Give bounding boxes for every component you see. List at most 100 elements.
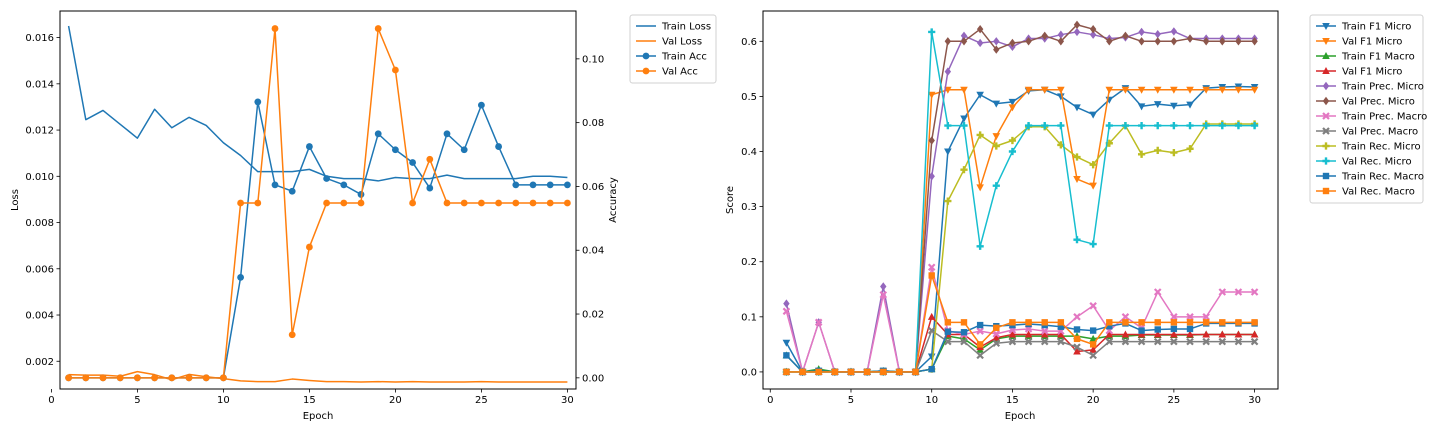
data-point-11 [1170,319,1178,326]
series-line-9 [786,31,1255,373]
y2-tick-label: 0.06 [582,182,604,193]
y-tick-label: 0.014 [25,79,54,90]
data-point-11 [1041,319,1048,326]
data-point-6 [1186,313,1194,321]
y2-tick-label: 0.10 [582,54,604,65]
data-point-11 [1154,319,1161,326]
data-point-11 [1219,319,1226,326]
data-point-11 [880,368,887,376]
data-point-1 [1008,104,1017,112]
data-point-8 [976,131,984,139]
data-point-3 [65,374,72,382]
data-point-2 [306,143,313,150]
x-tick-label: 10 [217,395,230,406]
y2-tick-label: 0.08 [582,118,604,129]
data-point-7 [1024,337,1033,346]
data-point-3 [1250,330,1259,338]
x-tick-label: 0 [767,395,773,406]
legend-marker [1322,23,1330,30]
data-point-2 [512,181,520,189]
data-point-5 [1219,37,1226,46]
legend-marker [1322,52,1330,59]
data-point-3 [1170,330,1178,338]
legend-label: Train F1 Micro [1341,22,1411,33]
data-point-6 [992,330,1001,338]
data-point-5 [1251,37,1258,46]
y-tick-label: 0.0 [741,367,757,378]
legend-marker [642,67,650,75]
data-point-3 [374,25,382,32]
data-point-4 [976,38,984,48]
data-point-3 [1234,330,1243,338]
data-point-11 [928,272,935,279]
data-point-11 [1122,319,1129,326]
data-point-2 [1089,334,1097,342]
data-point-8 [1008,136,1017,145]
legend-label: Val Rec. Macro [1342,187,1415,198]
data-point-2 [529,181,537,189]
series-line-6 [785,266,1255,373]
data-point-5 [1202,37,1210,46]
chart-right: 0 5 10 15 20 25 300.00.10.20.30.40.50.6 Epoch … [725,10,1427,422]
data-point-2 [392,146,399,154]
data-point-3 [306,243,313,251]
data-point-2 [443,130,451,138]
data-point-2 [374,130,382,138]
data-point-3 [99,374,107,382]
data-point-4 [993,37,1000,46]
legend-label: Train Acc [661,52,707,63]
data-point-9 [1105,122,1113,130]
data-point-5 [1025,37,1032,46]
data-point-11 [815,368,822,376]
data-point-11 [976,341,984,348]
y2-tick-label: 0.04 [582,246,604,257]
data-point-2 [340,181,348,189]
x-tick-label: 30 [561,395,574,406]
data-point-5 [1041,31,1048,40]
data-point-2 [495,143,502,150]
data-point-4 [944,67,952,76]
data-point-3 [357,199,365,207]
data-point-11 [847,368,855,376]
legend-label: Val Acc [662,67,698,78]
data-point-5 [928,136,935,145]
y-tick-label: 0.012 [25,126,54,137]
data-point-3 [185,374,193,382]
chart-left-xlabel: Epoch [303,411,334,422]
legend-label: Train Prec. Micro [1341,82,1424,93]
legend-marker [1322,67,1330,74]
data-point-10 [1154,326,1161,333]
data-point-3 [409,199,416,207]
data-point-3 [1073,347,1081,355]
data-point-10 [1106,322,1113,330]
data-point-9 [1121,122,1130,130]
data-point-9 [1137,122,1146,130]
data-point-9 [928,28,936,36]
data-point-7 [1218,337,1227,346]
data-point-0 [1089,111,1097,119]
x-tick-label: 30 [1248,395,1261,406]
data-point-0 [1073,104,1081,112]
y-tick-label: 0.004 [25,311,54,322]
x-tick-label: 15 [1006,395,1019,406]
data-point-1 [1040,86,1049,94]
data-point-1 [1024,86,1033,94]
data-point-7 [944,337,952,346]
data-point-11 [944,319,952,326]
data-point-7 [1040,337,1049,346]
data-point-3 [1137,330,1146,338]
data-point-11 [1057,319,1065,326]
data-point-0 [960,115,968,123]
data-point-11 [960,319,968,326]
data-point-7 [1170,337,1178,346]
data-point-0 [1137,103,1146,111]
x-tick-label: 15 [303,395,316,406]
x-tick-label: 10 [925,395,938,406]
data-point-4 [1073,27,1081,37]
data-point-4 [1089,30,1097,39]
series-line-10 [785,322,1255,373]
data-point-11 [1202,319,1210,326]
chart-right-axes: 0 5 10 15 20 25 30 0.0 0.1 0.2 0.3 0.4 0.5 0.6 [741,37,1261,406]
data-point-3 [529,199,537,207]
data-point-7 [1153,337,1162,346]
